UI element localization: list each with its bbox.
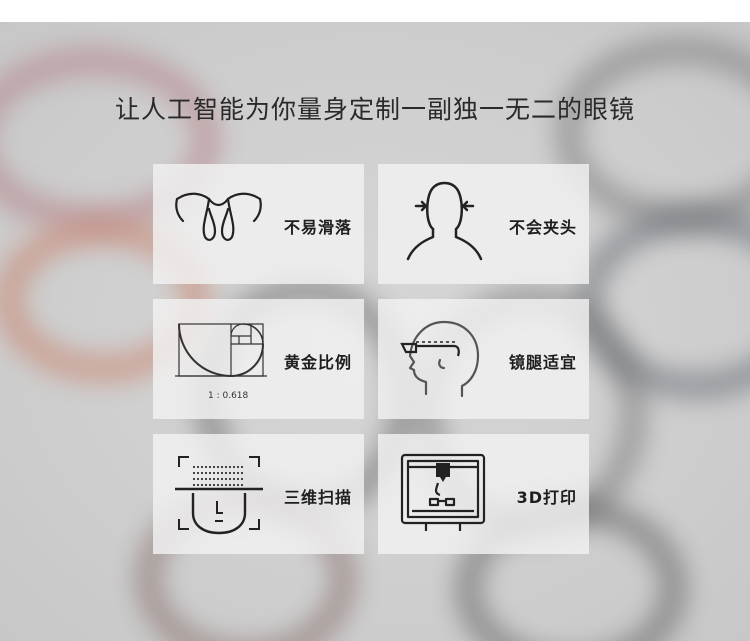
feature-label: 黄金比例 — [283, 353, 352, 372]
feature-label: 不易滑落 — [283, 218, 352, 237]
head-pressure-icon — [406, 181, 483, 261]
temple-fit-icon — [400, 320, 480, 398]
feature-label: 镜腿适宜 — [508, 353, 577, 372]
feature-card-temple-fit: 镜腿适宜 — [378, 299, 589, 419]
feature-label: 3D打印 — [516, 488, 577, 507]
feature-card-golden-ratio: 1 : 0.618 黄金比例 — [153, 299, 364, 419]
feature-card-no-slip: 不易滑落 — [153, 164, 364, 284]
feature-label: 不会夹头 — [508, 218, 577, 237]
feature-card-3d-print: 3D打印 — [378, 434, 589, 554]
hero-background: 让人工智能为你量身定制一副独一无二的眼镜 不易滑落 不会 — [0, 22, 750, 641]
golden-ratio-icon — [175, 323, 267, 377]
3d-printer-icon — [400, 453, 486, 531]
ratio-caption: 1 : 0.618 — [208, 391, 249, 401]
feature-card-3d-scan: 三维扫描 — [153, 434, 364, 554]
page-title: 让人工智能为你量身定制一副独一无二的眼镜 — [114, 95, 635, 124]
feature-card-no-pinch: 不会夹头 — [378, 164, 589, 284]
face-scan-icon — [175, 456, 263, 535]
nose-pads-icon — [175, 192, 262, 241]
feature-label: 三维扫描 — [283, 488, 352, 507]
